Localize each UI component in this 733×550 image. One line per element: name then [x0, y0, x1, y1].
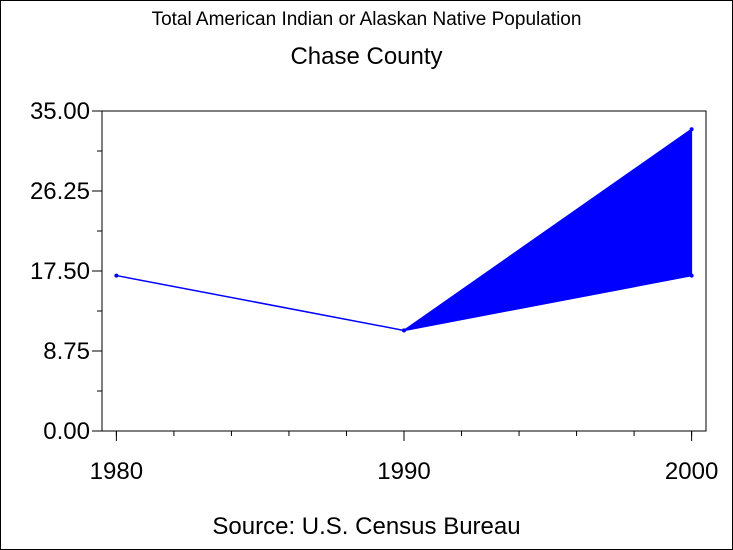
series-line [403, 128, 693, 332]
y-tick-label: 8.75 [43, 338, 90, 365]
data-point [114, 273, 119, 278]
chart-title: Total American Indian or Alaskan Native … [151, 9, 582, 30]
data-point [689, 127, 694, 132]
data-point [689, 273, 694, 278]
chart-subtitle: Chase County [290, 43, 443, 70]
x-tick-label: 2000 [665, 458, 718, 485]
y-tick-label: 35.00 [30, 98, 90, 125]
x-tick-label: 1980 [90, 458, 143, 485]
y-tick-label: 17.50 [30, 258, 90, 285]
source-footer: Source: U.S. Census Bureau [212, 513, 521, 540]
data-point [402, 328, 406, 333]
y-tick-label: 26.25 [30, 178, 90, 205]
x-tick-label: 1990 [377, 458, 430, 485]
y-tick-label: 0.00 [43, 418, 90, 445]
